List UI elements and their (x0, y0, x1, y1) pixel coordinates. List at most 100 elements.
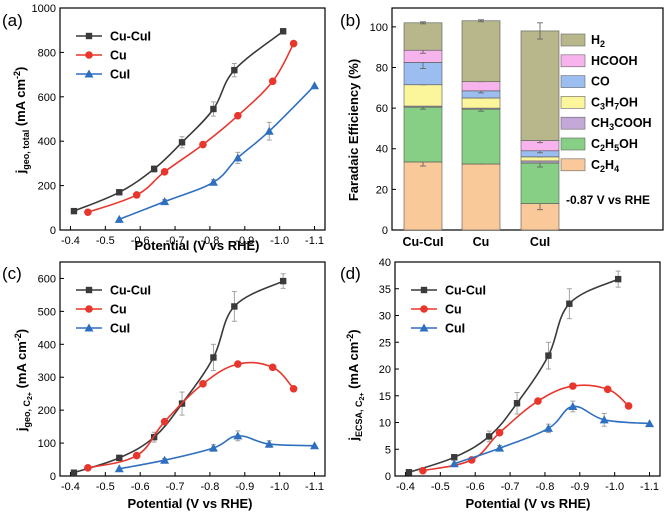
x-tick-label-a: -0.9 (235, 235, 254, 247)
legend-swatch-HCOOH (560, 54, 586, 68)
data-point-CuI (310, 81, 320, 90)
panel-b-label: (b) (340, 11, 361, 30)
data-point-Cu (534, 397, 542, 405)
panel-a-xlabel: Potential (V vs RHE) (135, 238, 260, 253)
y-tick-label-d: 30 (379, 311, 391, 323)
bar-segment-C3H7OH (403, 84, 443, 107)
data-point-Cu-CuI (545, 352, 552, 359)
legend-swatch-CO (560, 75, 586, 88)
data-point-CuI (233, 431, 243, 440)
bar-segment-C2H5OH (403, 106, 443, 163)
data-point-CuI (208, 177, 218, 186)
series-line-Cu-CuI (73, 30, 284, 212)
legend-label-Cu: Cu (445, 303, 462, 317)
legend-label-CuI: CuI (445, 322, 465, 336)
series-CuI-c (114, 430, 320, 473)
y-tick-label-c: 400 (38, 339, 56, 351)
legend-label-CO: CO (591, 75, 610, 89)
bar-segment-C2H4 (403, 161, 443, 231)
series-Cu-a (84, 39, 298, 217)
data-point-Cu (603, 385, 612, 394)
x-tick-label-a: -1.1 (305, 235, 324, 247)
bar-segment-H2 (461, 20, 501, 83)
legend-label-Cu-CuI: Cu-CuI (110, 284, 151, 298)
data-point-Cu (234, 111, 242, 120)
legend-marker-Cu (85, 305, 93, 313)
y-tick-label-a: 1000 (32, 3, 56, 15)
x-tick-label-c: -0.7 (166, 481, 185, 493)
data-point-CuI (495, 443, 505, 452)
data-point-Cu (132, 191, 141, 199)
data-point-Cu (569, 382, 577, 390)
panel-c-label: (c) (2, 264, 22, 283)
x-tick-label-c: -1.0 (270, 481, 289, 493)
data-point-Cu-CuI (116, 454, 123, 462)
data-point-CuI (160, 197, 170, 206)
panel-d-label: (d) (340, 264, 361, 283)
data-point-Cu-CuI (231, 66, 238, 74)
data-point-CuI (160, 455, 170, 464)
data-point-Cu (199, 380, 207, 388)
bar-segment-C2H5OH (520, 162, 560, 204)
data-point-Cu (495, 428, 504, 437)
data-point-Cu (419, 466, 427, 475)
data-point-CuI (233, 153, 243, 162)
series-Cu-CuI-c (70, 273, 287, 476)
category-label-CuI: CuI (530, 235, 550, 249)
legend-marker-CuI (84, 69, 94, 78)
legend-swatch-C2H4 (560, 158, 586, 172)
y-tick-label-b: 100 (370, 22, 388, 34)
plot-frame-c (59, 261, 326, 477)
y-tick-label-a: 400 (38, 136, 56, 148)
data-point-Cu-CuI (485, 433, 493, 440)
y-tick-label-d: 15 (379, 391, 391, 403)
series-line-Cu (87, 361, 295, 469)
bar-segment-H2 (403, 22, 443, 51)
data-point-Cu (84, 208, 92, 217)
x-tick-label-a: -0.5 (96, 235, 115, 247)
series-line-CuI (454, 405, 650, 465)
y-tick-label-c: 500 (38, 306, 56, 318)
data-point-Cu-CuI (614, 275, 622, 283)
bar-segment-C2H5OH (461, 108, 501, 165)
data-point-CuI (310, 441, 320, 450)
data-point-Cu-CuI (279, 28, 287, 35)
y-tick-label-b: 20 (376, 184, 388, 196)
legend-swatch-C2H5OH (560, 137, 586, 151)
legend-marker-CuI (419, 323, 429, 332)
panel-b-annotation: -0.87 V vs RHE (566, 193, 650, 207)
data-point-CuI (543, 423, 553, 432)
data-point-Cu-CuI (451, 454, 458, 461)
legend-label-C2H4: C2H4 (591, 158, 619, 174)
panel-b: (b) Faradaic Efficiency (%) -0.87 V vs R… (340, 7, 664, 249)
panel-c: (c) jgeo, C2+ (mA cm-2) Potential (V vs … (2, 261, 326, 511)
bar-segment-HCOOH (461, 81, 501, 92)
series-Cu-c (84, 360, 298, 472)
y-tick-label-a: 800 (38, 47, 56, 59)
x-tick-label-d: -0.9 (570, 481, 589, 493)
category-label-Cu: Cu (473, 235, 490, 249)
bar-CuI (520, 22, 560, 231)
y-tick-label-b: 60 (376, 103, 388, 115)
legend-label-C3H7OH: C3H7OH (591, 95, 638, 111)
y-tick-label-d: 5 (385, 444, 391, 456)
x-tick-label-d: -0.4 (396, 481, 415, 493)
y-tick-label-c: 300 (38, 372, 56, 384)
x-tick-label-a: -1.0 (270, 235, 289, 247)
data-point-Cu (160, 417, 169, 426)
legend-marker-Cu-CuI (85, 32, 93, 40)
legend-label-Cu-CuI: Cu-CuI (110, 30, 151, 44)
data-point-Cu-CuI (178, 139, 186, 146)
x-tick-label-a: -0.6 (131, 235, 150, 247)
x-tick-label-a: -0.8 (200, 235, 219, 247)
x-tick-label-d: -0.6 (466, 481, 485, 493)
y-tick-label-b: 0 (382, 225, 388, 237)
data-point-Cu-CuI (116, 189, 123, 196)
legend-label-CuI: CuI (110, 322, 130, 336)
series-CuI-a (114, 81, 320, 223)
data-point-Cu-CuI (513, 400, 521, 407)
data-point-CuI (645, 419, 655, 428)
x-tick-label-a: -0.7 (166, 235, 185, 247)
x-tick-label-d: -1.0 (605, 481, 624, 493)
data-point-CuI (114, 214, 124, 223)
